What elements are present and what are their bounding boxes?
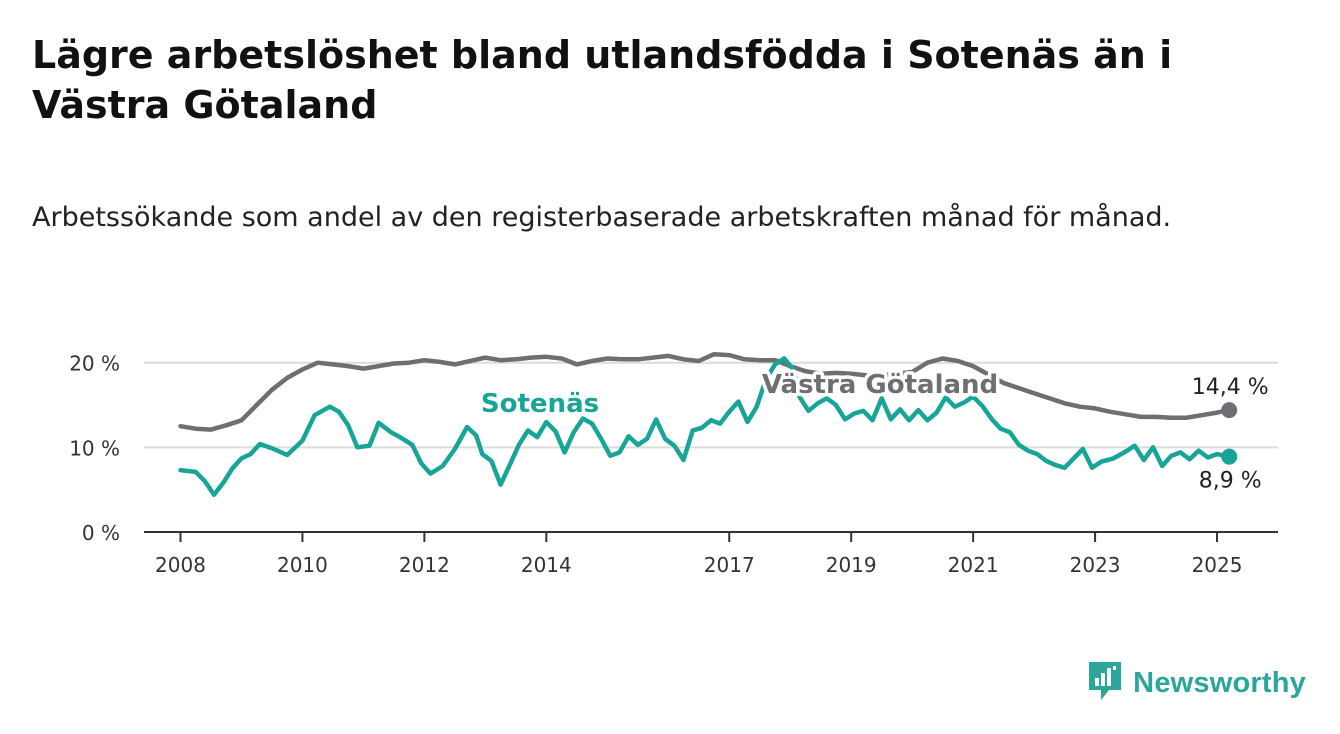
x-tick-label: 2021	[948, 553, 999, 577]
x-tick-label: 2014	[521, 553, 572, 577]
end-value-vastra-gotaland: 14,4 %	[1192, 375, 1269, 400]
series-labels: Västra Götaland Sotenäs 14,4 % 8,9 %	[477, 367, 1269, 494]
chart-title: Lägre arbetslöshet bland utlandsfödda i …	[32, 33, 1173, 127]
end-point-vastra-gotaland	[1221, 402, 1238, 419]
end-point-sotenas	[1221, 448, 1238, 465]
x-tick-label: 2012	[399, 553, 450, 577]
series-label-vastra-gotaland: Västra Götaland	[762, 370, 998, 400]
brand-name: Newsworthy	[1133, 666, 1306, 699]
x-tick-label: 2023	[1070, 553, 1121, 577]
bar-chart-badge-icon	[1087, 660, 1123, 706]
series-lines	[178, 351, 1238, 498]
y-tick-label: 10 %	[69, 436, 120, 460]
x-tick-label: 2010	[277, 553, 328, 577]
x-axis-ticks: 2008 2010 2012 2014 2017 2019 2021 2023 2025	[155, 532, 1242, 577]
series-label-sotenas: Sotenäs	[481, 389, 599, 419]
x-tick-label: 2017	[704, 553, 755, 577]
x-tick-label: 2025	[1192, 553, 1243, 577]
y-axis-ticks: 0 % 10 % 20 %	[69, 352, 120, 545]
chart-subtitle: Arbetssökande som andel av den registerb…	[32, 202, 1172, 233]
series-line-vastra-gotaland	[178, 351, 1232, 432]
newsworthy-logo: Newsworthy	[1087, 660, 1306, 706]
x-tick-label: 2008	[155, 553, 206, 577]
end-value-sotenas: 8,9 %	[1199, 469, 1262, 494]
y-tick-label: 20 %	[69, 352, 120, 376]
x-tick-label: 2019	[826, 553, 877, 577]
series-line-sotenas	[178, 356, 1232, 498]
grid-lines	[144, 361, 1278, 533]
y-tick-label: 0 %	[82, 521, 120, 545]
